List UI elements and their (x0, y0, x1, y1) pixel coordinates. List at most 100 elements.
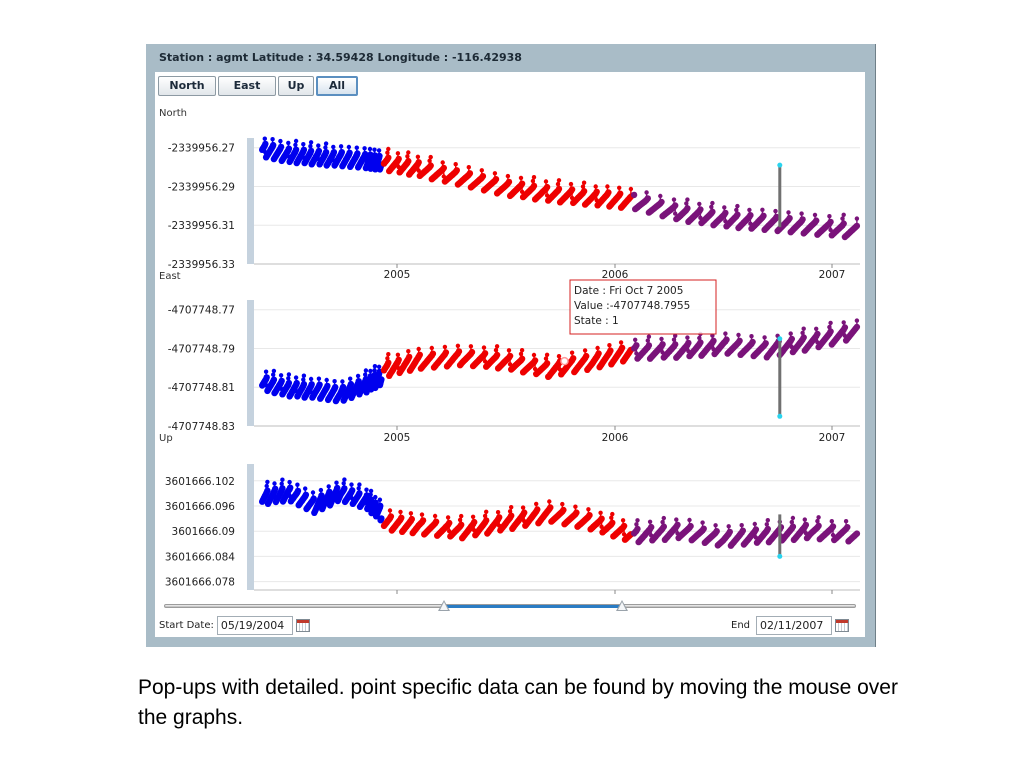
slider-start-thumb[interactable] (438, 600, 451, 611)
data-point (332, 383, 339, 391)
tab-north[interactable]: North (158, 76, 216, 96)
data-point (354, 145, 359, 150)
x-tick-label: 2007 (819, 596, 846, 597)
data-point (788, 331, 793, 336)
data-point (687, 517, 692, 523)
data-point (607, 343, 612, 348)
series-0 (259, 136, 385, 173)
data-point (277, 143, 285, 151)
data-point (387, 508, 393, 513)
outlier-point (777, 336, 783, 342)
data-point (827, 214, 832, 219)
data-point (429, 345, 434, 351)
series-2 (630, 318, 861, 362)
data-point (685, 339, 692, 347)
data-point (700, 520, 705, 525)
x-tick-label: 2005 (384, 432, 411, 444)
data-point (310, 490, 316, 495)
start-date-input[interactable]: 05/19/2004 (216, 616, 293, 635)
data-point (505, 173, 511, 179)
data-point (697, 201, 702, 207)
end-calendar-icon[interactable] (835, 619, 850, 632)
tab-east[interactable]: East (218, 76, 276, 96)
data-point (726, 524, 731, 529)
data-point (386, 146, 391, 152)
data-point (348, 376, 353, 381)
data-point (316, 376, 322, 381)
data-point (816, 515, 821, 520)
data-point (405, 157, 412, 165)
data-point (340, 379, 345, 384)
data-point (308, 140, 314, 145)
data-point (301, 142, 306, 147)
data-point (534, 506, 541, 513)
y-tick-label: -4707748.79 (168, 343, 235, 355)
end-date-input[interactable]: 02/11/2007 (756, 616, 833, 635)
data-point (556, 178, 562, 183)
y-tick-label: 3601666.102 (165, 476, 235, 488)
tab-all[interactable]: All (316, 76, 358, 96)
slider-end-thumb[interactable] (616, 600, 629, 611)
data-point (316, 381, 323, 388)
data-point (854, 318, 860, 323)
data-point (395, 352, 401, 357)
data-point (617, 185, 622, 190)
data-point (854, 216, 860, 221)
data-point (453, 167, 460, 174)
station-panel: Station : agmt Latitude : 34.59428 Longi… (146, 44, 876, 647)
charts-svg[interactable]: -2339956.27 -2339956.29 -2339956.31 -233995… (155, 72, 865, 597)
date-range-slider[interactable] (164, 600, 856, 614)
data-point (495, 510, 501, 515)
data-point (595, 345, 600, 351)
data-point (543, 179, 549, 184)
data-point (618, 340, 624, 345)
data-point (293, 142, 298, 148)
data-point (620, 522, 628, 530)
component-tabs: North East Up All (158, 76, 360, 96)
tab-up[interactable]: Up (278, 76, 314, 96)
data-point (429, 350, 437, 357)
data-point (293, 379, 300, 387)
data-point (332, 379, 337, 384)
data-point (484, 509, 489, 514)
data-point (617, 190, 624, 197)
data-point (544, 352, 550, 357)
data-point (265, 479, 270, 485)
data-point (471, 518, 478, 526)
data-point (262, 136, 267, 141)
data-point (646, 334, 652, 339)
x-tick-label: 2006 (602, 269, 629, 281)
data-point (828, 227, 833, 233)
data-point (293, 375, 299, 380)
data-point (519, 348, 525, 353)
data-point (342, 477, 347, 482)
y-tick-label: -2339956.29 (168, 181, 235, 193)
data-point (466, 170, 474, 177)
data-point (459, 513, 464, 519)
data-point (726, 528, 733, 536)
data-point (829, 523, 837, 530)
data-point (479, 168, 484, 173)
data-point (659, 336, 664, 342)
y-tick-label: 3601666.09 (172, 526, 235, 538)
data-point (278, 377, 285, 385)
data-point (362, 146, 367, 151)
data-point (723, 331, 728, 336)
data-point (408, 515, 415, 523)
data-point (293, 138, 299, 144)
data-point (363, 492, 371, 499)
data-point (428, 154, 433, 160)
series-0 (259, 364, 385, 405)
data-point (316, 143, 321, 148)
data-point (736, 337, 743, 344)
data-point (318, 487, 324, 493)
start-calendar-icon[interactable] (295, 619, 310, 632)
x-tick-label: 2006 (602, 432, 629, 444)
data-point (466, 165, 471, 170)
data-point (841, 212, 846, 217)
data-point (752, 526, 760, 533)
data-point (453, 162, 458, 167)
data-point (492, 176, 500, 183)
data-point (812, 212, 818, 218)
tooltip-line: Value :-4707748.7955 (574, 300, 690, 312)
